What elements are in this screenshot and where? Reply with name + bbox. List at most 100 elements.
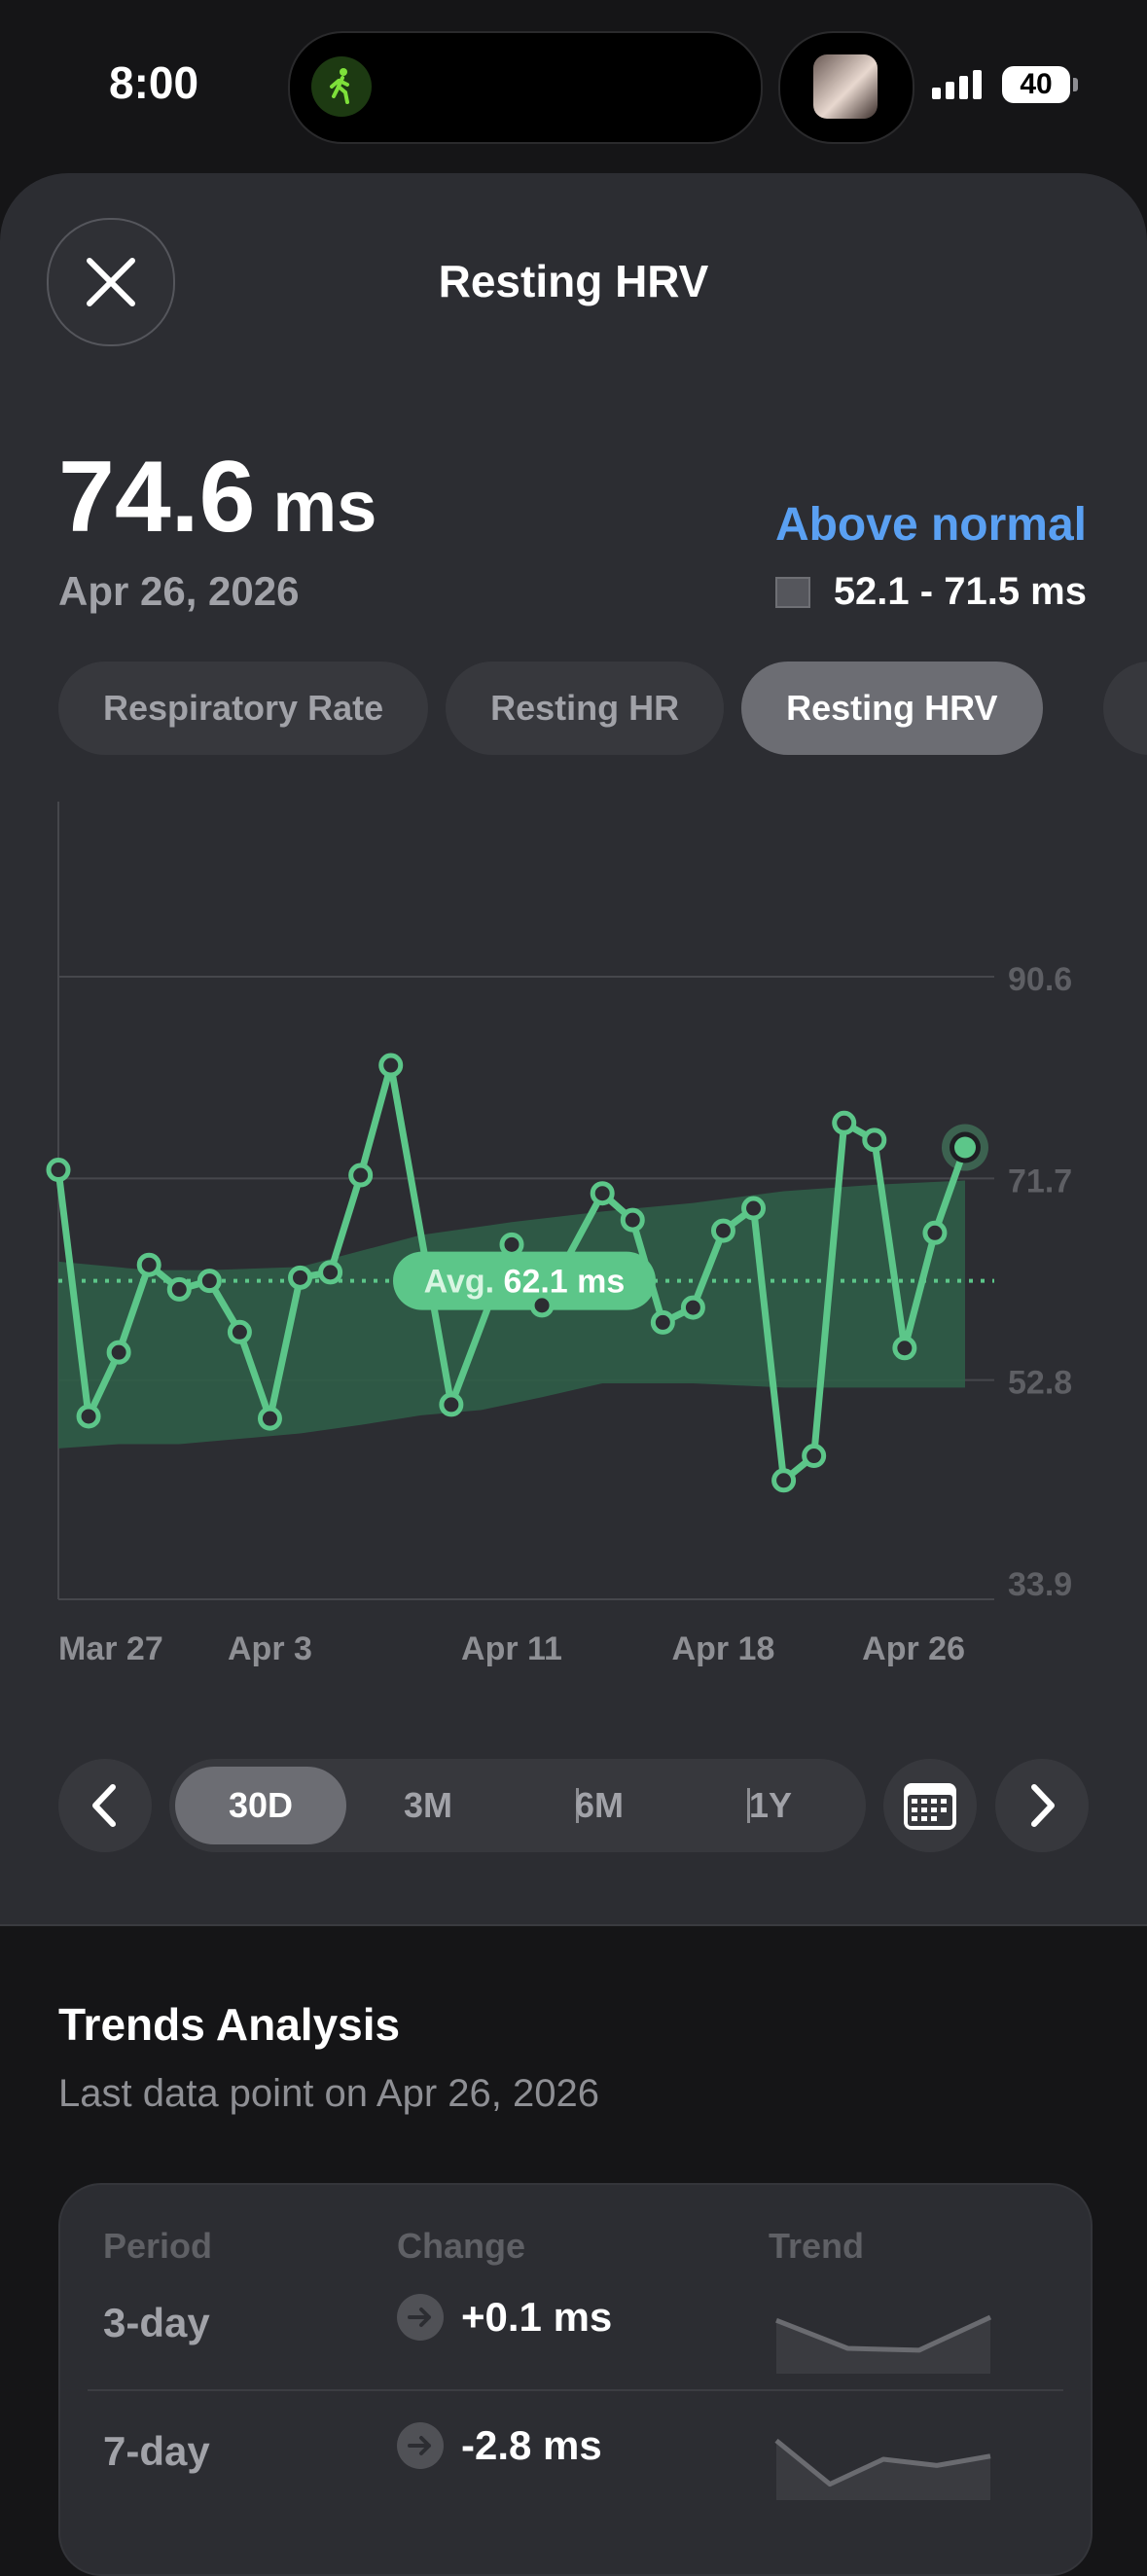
calendar-icon bbox=[904, 1783, 956, 1830]
row-change-value: +0.1 ms bbox=[461, 2294, 613, 2340]
data-point bbox=[529, 1293, 555, 1318]
data-point bbox=[348, 1163, 374, 1188]
data-point bbox=[499, 1232, 524, 1257]
current-value-number: 74.6 bbox=[58, 441, 256, 554]
highlight-point bbox=[954, 1136, 976, 1159]
y-tick-label: 52.8 bbox=[1008, 1365, 1072, 1402]
average-label: Avg. 62.1 ms bbox=[424, 1264, 626, 1301]
avatar bbox=[813, 54, 878, 119]
column-header-period: Period bbox=[103, 2226, 213, 2266]
row-period-3day: 3-day bbox=[103, 2300, 210, 2345]
average-label-bg bbox=[393, 1251, 656, 1310]
x-tick-label: Apr 11 bbox=[461, 1630, 562, 1667]
normal-range-band bbox=[58, 1180, 965, 1449]
data-point bbox=[46, 1158, 71, 1183]
segment-divider bbox=[576, 1788, 579, 1823]
x-tick-label: Apr 3 bbox=[228, 1630, 312, 1667]
range-controls: 30D 3M 6M 1Y bbox=[58, 1759, 1089, 1852]
data-point bbox=[166, 1276, 192, 1302]
trends-title: Trends Analysis bbox=[58, 1999, 401, 2050]
data-point bbox=[650, 1309, 675, 1335]
page-title: Resting HRV bbox=[438, 256, 709, 306]
data-point bbox=[318, 1260, 343, 1285]
previous-period-button[interactable] bbox=[58, 1759, 152, 1852]
battery-icon: 40 bbox=[1002, 66, 1070, 103]
x-tick-label: Apr 18 bbox=[672, 1630, 775, 1667]
current-value: 74.6 ms bbox=[58, 440, 376, 555]
data-point bbox=[76, 1404, 101, 1429]
hrv-chart[interactable]: 90.6 71.7 52.8 33.9 Mar 27 Apr 3 Apr 11 Apr 18 A… bbox=[0, 778, 1147, 1712]
trends-subtitle: Last data point on Apr 26, 2026 bbox=[58, 2072, 599, 2115]
section-divider bbox=[0, 1924, 1147, 1926]
next-period-button[interactable] bbox=[995, 1759, 1089, 1852]
trends-table: Period Change Trend 3-day +0.1 ms 7-day … bbox=[58, 2183, 1093, 2576]
dynamic-island[interactable] bbox=[288, 31, 763, 144]
data-point bbox=[741, 1196, 767, 1221]
range-option-6m[interactable]: 6M bbox=[574, 1785, 624, 1825]
signal-icon bbox=[932, 70, 982, 99]
range-swatch-icon bbox=[774, 576, 810, 608]
current-value-unit: ms bbox=[272, 466, 377, 547]
sparkline-area bbox=[776, 2317, 990, 2374]
row-separator bbox=[88, 2389, 1063, 2391]
x-tick-label: Mar 27 bbox=[58, 1630, 163, 1667]
normal-range: 52.1 - 71.5 ms bbox=[774, 570, 1087, 614]
column-header-trend: Trend bbox=[769, 2226, 865, 2266]
data-point bbox=[802, 1444, 827, 1469]
sparkline-area bbox=[776, 2440, 990, 2500]
arrow-right-icon bbox=[397, 2422, 444, 2469]
sparkline-7day bbox=[774, 2438, 991, 2500]
chevron-left-icon bbox=[92, 1784, 116, 1827]
y-tick-label: 90.6 bbox=[1008, 961, 1072, 998]
data-point bbox=[590, 1181, 615, 1206]
data-point bbox=[892, 1336, 917, 1361]
y-tick-label: 71.7 bbox=[1008, 1163, 1072, 1199]
x-tick-label: Apr 26 bbox=[862, 1630, 965, 1667]
arrow-right-icon bbox=[397, 2294, 444, 2341]
detail-sheet bbox=[0, 173, 1147, 1924]
row-change-value: -2.8 ms bbox=[461, 2422, 602, 2468]
current-date: Apr 26, 2026 bbox=[58, 568, 300, 614]
data-point bbox=[106, 1340, 131, 1365]
range-option-3m[interactable]: 3M bbox=[403, 1785, 452, 1825]
now-playing-island[interactable] bbox=[778, 31, 914, 144]
data-point bbox=[680, 1295, 705, 1320]
average-label-prefix: Avg. bbox=[424, 1264, 504, 1301]
range-option-1y[interactable]: 1Y bbox=[748, 1785, 793, 1825]
tab-respiratory-rate[interactable]: Respiratory Rate bbox=[58, 662, 429, 755]
y-tick-label: 33.9 bbox=[1008, 1566, 1072, 1603]
row-change-7day: -2.8 ms bbox=[397, 2422, 602, 2469]
range-option-30d[interactable]: 30D bbox=[175, 1767, 346, 1844]
status-badge: Above normal bbox=[774, 499, 1087, 551]
data-point bbox=[922, 1220, 948, 1245]
average-label-value: 62.1 ms bbox=[504, 1264, 626, 1301]
tab-resting-hrv[interactable]: Resting HRV bbox=[741, 662, 1043, 755]
chevron-right-icon bbox=[1031, 1784, 1055, 1827]
status-bar: 8:00 40 bbox=[0, 0, 1147, 165]
row-change-3day: +0.1 ms bbox=[397, 2294, 612, 2341]
data-point bbox=[439, 1392, 464, 1417]
sparkline-line bbox=[775, 2314, 992, 2353]
tab-resting-hr[interactable]: Resting HR bbox=[446, 662, 725, 755]
sparkline-line bbox=[774, 2438, 991, 2487]
walking-figure-icon bbox=[311, 56, 372, 117]
status-time: 8:00 bbox=[109, 57, 199, 108]
data-point bbox=[771, 1468, 797, 1493]
column-header-change: Change bbox=[397, 2226, 526, 2266]
data-point bbox=[620, 1207, 645, 1233]
data-point bbox=[136, 1252, 161, 1277]
data-point bbox=[378, 1053, 404, 1078]
close-icon bbox=[87, 258, 135, 306]
close-button[interactable] bbox=[47, 218, 175, 346]
metric-tabs: Respiratory Rate Resting HR Resting HRV bbox=[58, 662, 1043, 755]
data-point bbox=[257, 1406, 282, 1431]
sparkline-3day bbox=[775, 2314, 992, 2374]
data-point bbox=[197, 1269, 222, 1294]
calendar-button[interactable] bbox=[883, 1759, 977, 1852]
data-point bbox=[227, 1319, 252, 1344]
row-period-7day: 7-day bbox=[103, 2428, 210, 2474]
battery-tip bbox=[1073, 78, 1078, 91]
data-point bbox=[832, 1110, 857, 1135]
data-point bbox=[288, 1265, 313, 1290]
data-point bbox=[862, 1127, 887, 1153]
